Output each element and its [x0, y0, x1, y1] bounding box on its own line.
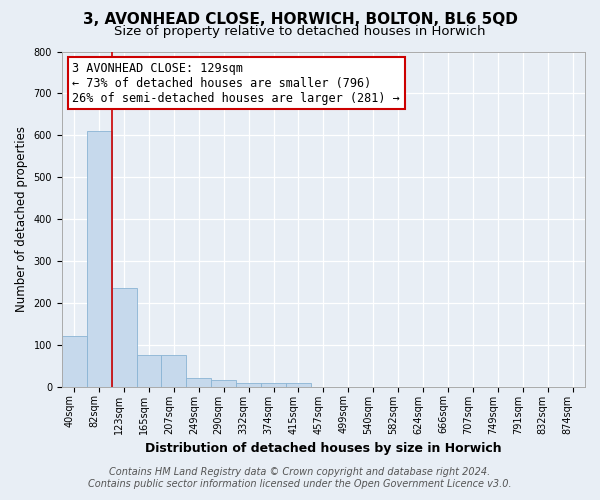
X-axis label: Distribution of detached houses by size in Horwich: Distribution of detached houses by size … — [145, 442, 502, 455]
Bar — [187, 378, 211, 386]
Bar — [62, 336, 86, 386]
Bar — [211, 380, 236, 386]
Bar — [286, 384, 311, 386]
Text: Size of property relative to detached houses in Horwich: Size of property relative to detached ho… — [114, 25, 486, 38]
Bar — [236, 384, 261, 386]
Y-axis label: Number of detached properties: Number of detached properties — [15, 126, 28, 312]
Bar — [161, 355, 187, 386]
Text: 3, AVONHEAD CLOSE, HORWICH, BOLTON, BL6 5QD: 3, AVONHEAD CLOSE, HORWICH, BOLTON, BL6 … — [83, 12, 517, 28]
Bar — [112, 288, 137, 386]
Bar — [261, 384, 286, 386]
Bar — [86, 131, 112, 386]
Text: 3 AVONHEAD CLOSE: 129sqm
← 73% of detached houses are smaller (796)
26% of semi-: 3 AVONHEAD CLOSE: 129sqm ← 73% of detach… — [72, 62, 400, 104]
Bar — [137, 355, 161, 386]
Text: Contains HM Land Registry data © Crown copyright and database right 2024.
Contai: Contains HM Land Registry data © Crown c… — [88, 468, 512, 489]
